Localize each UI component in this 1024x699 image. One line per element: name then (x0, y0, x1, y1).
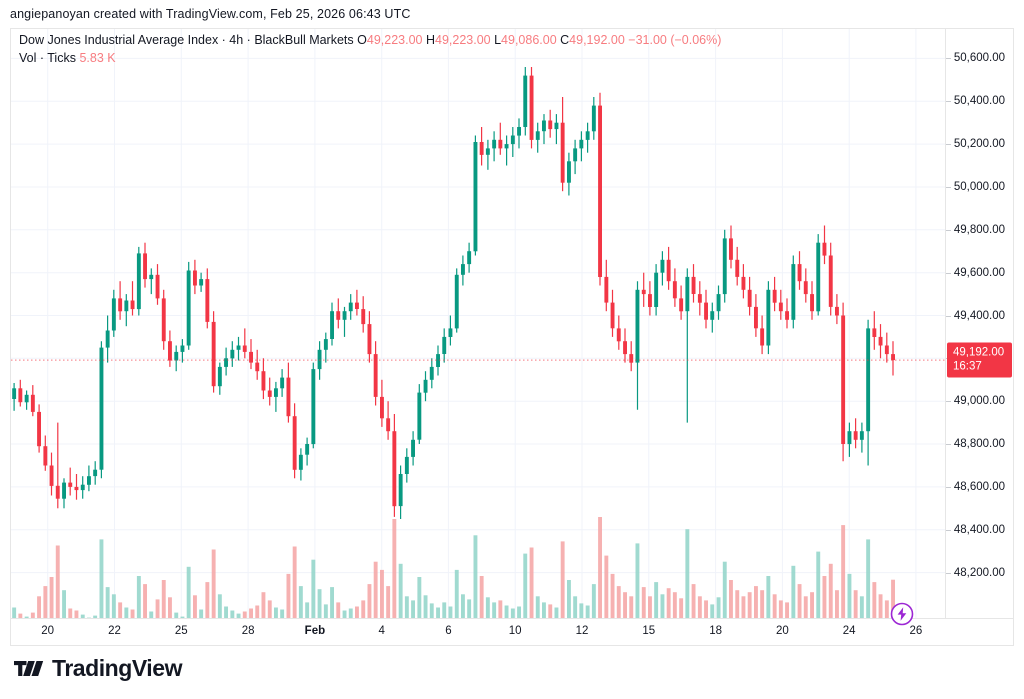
time-tick-label: 15 (642, 625, 656, 637)
candlestick-svg (11, 29, 946, 618)
price-tick-mark (946, 144, 951, 146)
tradingview-logo-icon (14, 659, 44, 678)
time-tick-label: 12 (575, 625, 589, 637)
time-tick-label: 24 (842, 625, 856, 637)
time-tick-label: 10 (508, 625, 522, 637)
time-tick-label: 18 (709, 625, 722, 637)
price-tick-mark (946, 444, 951, 446)
price-tick-label: 50,400.00 (953, 95, 1005, 108)
chart-container[interactable]: Dow Jones Industrial Average Index · 4h … (10, 28, 1014, 646)
current-price-tag[interactable]: 49,192.00 16:37 (947, 342, 1012, 378)
tradingview-brand: TradingView (14, 655, 182, 682)
lightning-bolt-icon[interactable] (890, 602, 914, 626)
price-tick-label: 49,600.00 (953, 266, 1005, 279)
price-tick-label: 48,800.00 (953, 438, 1005, 451)
time-tick-label: 28 (241, 625, 255, 637)
time-tick-label: 20 (775, 625, 789, 637)
time-axis[interactable]: 20 22 25 28 Feb 4 6 10 12 15 18 20 24 26 (11, 618, 1013, 645)
price-tick-mark (946, 486, 951, 488)
time-tick-label: 6 (445, 625, 452, 637)
price-tick-label: 49,000.00 (953, 395, 1005, 408)
price-tick-label: 49,400.00 (953, 309, 1005, 322)
price-tick-mark (946, 272, 951, 274)
price-tick-mark (946, 101, 951, 103)
time-tick-label: 4 (378, 625, 385, 637)
price-tick-mark (946, 58, 951, 60)
brand-name: TradingView (52, 655, 182, 681)
price-tick-mark (946, 186, 951, 188)
price-tick-label: 48,400.00 (953, 523, 1005, 536)
price-tick-label: 50,000.00 (953, 180, 1005, 193)
price-tick-mark (946, 229, 951, 231)
price-axis[interactable]: 50,600.00 50,400.00 50,200.00 50,000.00 49,8… (945, 29, 1013, 641)
price-tick-label: 48,200.00 (953, 566, 1005, 579)
time-tick-label: 20 (41, 625, 55, 637)
time-tick-label: 26 (909, 625, 923, 637)
price-tick-label: 49,800.00 (953, 223, 1005, 236)
price-tick-label: 50,200.00 (953, 138, 1005, 151)
time-tick-label: 22 (108, 625, 121, 637)
attribution-text: angiepanoyan created with TradingView.co… (10, 7, 411, 21)
price-tick-mark (946, 572, 951, 574)
price-tick-label: 48,600.00 (953, 480, 1005, 493)
time-tick-label: 25 (174, 625, 188, 637)
time-tick-label: Feb (304, 625, 326, 637)
price-tick-mark (946, 401, 951, 403)
plot-area[interactable] (11, 29, 946, 618)
price-tick-mark (946, 529, 951, 531)
price-tick-label: 50,600.00 (953, 52, 1005, 65)
current-price-value: 49,192.00 (953, 346, 1005, 359)
current-time-value: 16:37 (953, 360, 982, 373)
price-tick-mark (946, 315, 951, 317)
